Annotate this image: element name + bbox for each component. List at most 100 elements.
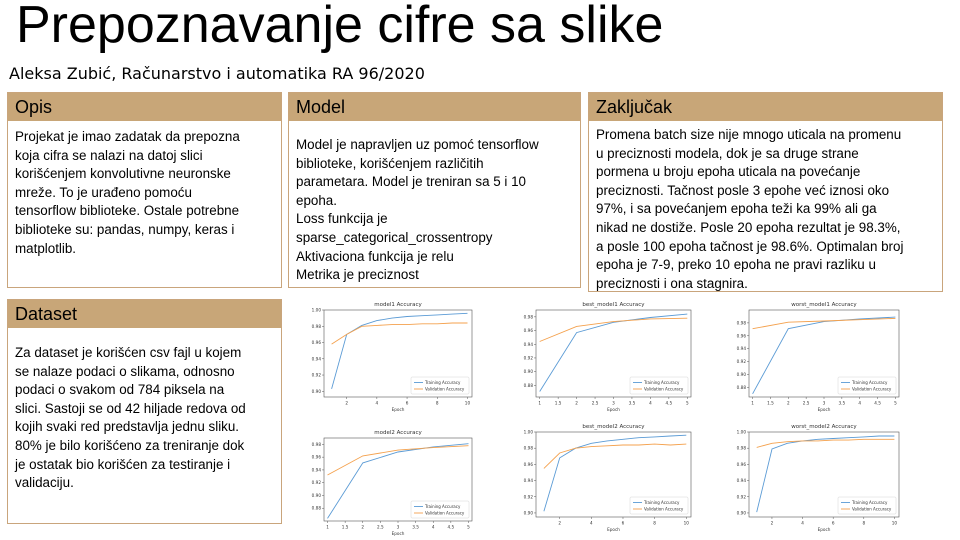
- x-tick-label: 4: [801, 521, 804, 526]
- legend-box: [410, 500, 470, 519]
- card-dataset-text: Za dataset je korišćen csv fajl u kojem …: [15, 345, 246, 491]
- x-tick-label: 5: [467, 525, 470, 530]
- slide-author: Aleksa Zubić, Računarstvo i automatika R…: [9, 64, 425, 83]
- x-tick-label: 2: [575, 401, 578, 406]
- x-tick-label: 2.5: [592, 401, 599, 406]
- card-dataset: Dataset Za dataset je korišćen csv fajl …: [7, 299, 282, 524]
- chart-title: model2 Accuracy: [374, 430, 422, 436]
- y-tick-label: 1.00: [737, 430, 747, 435]
- y-tick-label: 1.00: [312, 308, 322, 313]
- x-axis-label: Epoch: [392, 407, 405, 412]
- card-zakljucak-title: Zaključak: [589, 93, 942, 121]
- series-validation-line: [331, 322, 468, 345]
- y-tick-label: 0.90: [737, 372, 747, 377]
- x-axis-label: Epoch: [818, 407, 831, 412]
- series-validation-line: [752, 317, 896, 330]
- x-tick-label: 2: [771, 521, 774, 526]
- x-tick-label: 4: [858, 401, 861, 406]
- card-opis-text: Projekat je imao zadatak da prepozna koj…: [15, 129, 240, 256]
- x-axis-label: Epoch: [607, 407, 620, 412]
- y-tick-label: 0.92: [737, 494, 747, 499]
- chart-title: worst_model1 Accuracy: [791, 302, 857, 308]
- chart-best-model1-accuracy: best_model1 Accuracy 1 1.5 2 2.5 3 3.5 4 4.5 5 0.8…: [512, 298, 697, 416]
- x-tick-label: 4.5: [666, 401, 673, 406]
- x-axis-label: Epoch: [607, 527, 620, 532]
- plot-frame: [535, 431, 692, 518]
- y-tick-label: 0.98: [737, 446, 747, 451]
- chart-worst-model1-accuracy-svg: worst_model1 Accuracy 1 1.5 2 2.5 3 3.5 4 4.5 5 0.…: [737, 302, 900, 412]
- series-validation-line: [539, 317, 688, 342]
- x-tick-label: 2.5: [377, 525, 384, 530]
- y-tick-label: 0.96: [312, 455, 322, 460]
- y-tick-label: 0.98: [312, 442, 322, 447]
- card-model-text: Model je napravljen uz pomoć tensorflow …: [296, 137, 539, 283]
- x-tick-label: 4: [432, 525, 435, 530]
- x-tick-label: 10: [892, 521, 898, 526]
- y-tick-label: 0.98: [524, 446, 534, 451]
- legend-label: Training Accuracy: [643, 500, 680, 505]
- chart-title: best_model2 Accuracy: [582, 424, 645, 430]
- card-opis: Opis Projekat je imao zadatak da prepozn…: [7, 92, 282, 288]
- x-tick-label: 1.5: [555, 401, 562, 406]
- x-tick-label: 2.5: [803, 401, 810, 406]
- y-tick-label: 0.96: [737, 462, 747, 467]
- slide-title: Prepoznavanje cifre sa slike: [16, 0, 664, 54]
- plot-frame: [323, 309, 473, 398]
- y-tick-label: 1.00: [524, 430, 534, 435]
- x-axis-label: Epoch: [392, 531, 405, 536]
- legend-label: Validation Accuracy: [852, 387, 892, 392]
- series-training-line: [752, 316, 896, 395]
- y-tick-label: 0.92: [524, 355, 534, 360]
- x-tick-label: 6: [406, 401, 409, 406]
- y-tick-label: 0.96: [737, 333, 747, 338]
- chart-best-model2-accuracy: best_model2 Accuracy 2 4 6 8 10 0.90 0.92 0.94 0.…: [512, 420, 697, 536]
- x-tick-label: 3: [397, 525, 400, 530]
- series-validation-line: [756, 438, 895, 448]
- legend-label: Validation Accuracy: [644, 507, 684, 512]
- legend-label: Validation Accuracy: [425, 511, 465, 516]
- x-tick-label: 3: [612, 401, 615, 406]
- legend-label: Validation Accuracy: [852, 507, 892, 512]
- x-tick-label: 8: [436, 401, 439, 406]
- chart-title: worst_model2 Accuracy: [791, 424, 857, 430]
- y-tick-label: 0.92: [312, 373, 322, 378]
- x-tick-label: 5: [686, 401, 689, 406]
- x-tick-label: 1: [326, 525, 329, 530]
- x-tick-label: 3: [823, 401, 826, 406]
- legend-label: Training Accuracy: [424, 504, 461, 509]
- y-tick-label: 0.94: [524, 478, 534, 483]
- y-tick-label: 0.90: [737, 510, 747, 515]
- legend-label: Training Accuracy: [851, 380, 888, 385]
- y-tick-label: 0.96: [312, 340, 322, 345]
- chart-model1-accuracy: model1 Accuracy 2 4 6 8 10 0.90 0.92 0.94 0.96 0.9…: [300, 298, 478, 416]
- card-dataset-title: Dataset: [8, 300, 281, 328]
- series-training-line: [756, 435, 895, 513]
- x-tick-label: 4.5: [874, 401, 881, 406]
- x-tick-label: 6: [622, 521, 625, 526]
- y-tick-label: 0.94: [737, 478, 747, 483]
- x-tick-label: 1: [751, 401, 754, 406]
- x-tick-label: 8: [653, 521, 656, 526]
- chart-worst-model2-accuracy: worst_model2 Accuracy 2 4 6 8 10 0.90 0.92 0.94 0…: [725, 420, 905, 536]
- x-tick-label: 1.5: [342, 525, 349, 530]
- chart-model1-accuracy-svg: model1 Accuracy 2 4 6 8 10 0.90 0.92 0.94 0.96 0.9…: [312, 302, 473, 412]
- y-tick-label: 0.96: [524, 462, 534, 467]
- x-tick-label: 4: [590, 521, 593, 526]
- legend-label: Validation Accuracy: [644, 387, 684, 392]
- x-tick-label: 6: [832, 521, 835, 526]
- y-tick-label: 0.96: [524, 328, 534, 333]
- legend-box: [837, 496, 897, 515]
- chart-worst-model1-accuracy: worst_model1 Accuracy 1 1.5 2 2.5 3 3.5 4 4.5 5 0.…: [725, 298, 905, 416]
- legend-label: Training Accuracy: [643, 380, 680, 385]
- x-tick-label: 3.5: [629, 401, 636, 406]
- x-tick-label: 10: [465, 401, 471, 406]
- series-validation-line: [327, 445, 469, 476]
- x-tick-label: 4.5: [448, 525, 455, 530]
- x-tick-label: 2: [345, 401, 348, 406]
- legend-label: Validation Accuracy: [425, 387, 465, 392]
- y-tick-label: 0.90: [312, 493, 322, 498]
- card-opis-title: Opis: [8, 93, 281, 121]
- y-tick-label: 0.90: [312, 389, 322, 394]
- y-tick-label: 0.92: [312, 480, 322, 485]
- y-tick-label: 0.88: [524, 383, 534, 388]
